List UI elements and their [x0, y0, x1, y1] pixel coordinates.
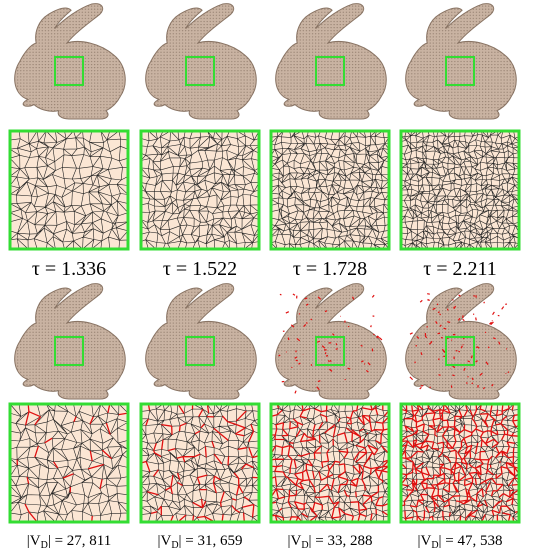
caption-part: | = 47, 538	[439, 533, 503, 549]
caption: |VD| = 31, 659	[157, 533, 242, 551]
caption-part: |V	[157, 533, 171, 549]
caption: τ = 1.336	[32, 258, 106, 280]
caption-subscript: D	[41, 540, 48, 551]
caption: τ = 2.211	[423, 258, 497, 280]
caption-subscript: D	[431, 540, 438, 551]
caption-part: | = 27, 811	[48, 533, 111, 549]
bunny-render	[276, 284, 387, 399]
caption-subscript: D	[171, 540, 178, 551]
caption: |VD| = 33, 288	[287, 533, 372, 551]
caption: |VD| = 27, 811	[27, 533, 111, 551]
bunny-render	[15, 4, 126, 119]
caption-part: | = 33, 288	[309, 533, 373, 549]
bunny-render	[146, 4, 257, 119]
caption-part: |V	[27, 533, 41, 549]
bunny-render	[276, 4, 387, 119]
bunny-render	[406, 4, 517, 119]
caption-part: | = 31, 659	[179, 533, 243, 549]
caption-part: |V	[417, 533, 431, 549]
bunny-render	[146, 284, 257, 399]
caption: |VD| = 47, 538	[417, 533, 502, 551]
caption: τ = 1.728	[293, 258, 367, 280]
bunny-render	[15, 284, 126, 399]
zoom-background	[141, 131, 259, 249]
figure: τ = 1.336τ = 1.522τ = 1.728τ = 2.211|VD|…	[0, 0, 549, 554]
caption-part: |V	[287, 533, 301, 549]
caption-subscript: D	[301, 540, 308, 551]
page: τ = 1.336τ = 1.522τ = 1.728τ = 2.211|VD|…	[0, 0, 549, 554]
caption: τ = 1.522	[163, 258, 237, 280]
